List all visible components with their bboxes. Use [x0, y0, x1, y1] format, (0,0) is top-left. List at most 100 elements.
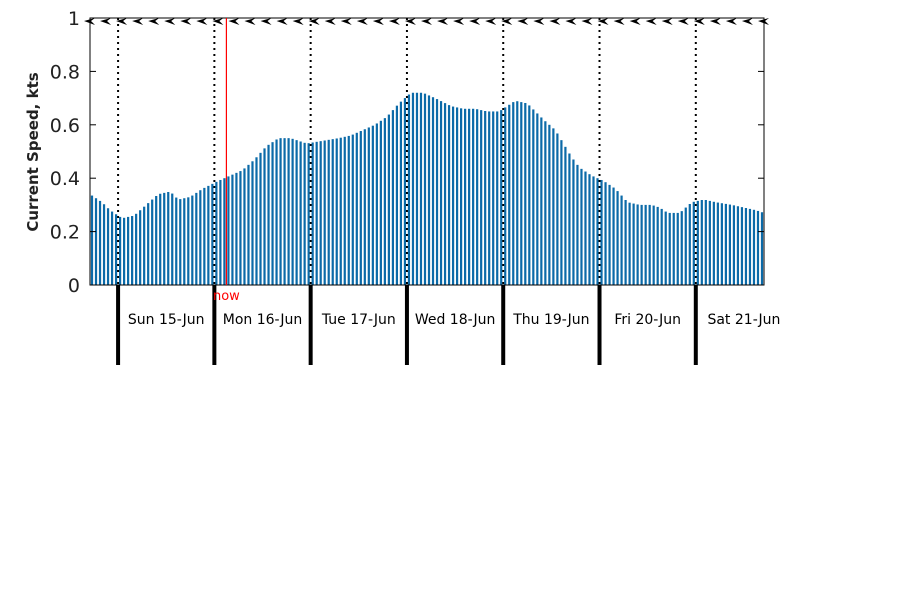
speed-bar	[215, 181, 218, 285]
direction-arrow	[741, 18, 753, 25]
direction-arrow	[404, 18, 416, 25]
speed-bar	[576, 164, 579, 285]
speed-bar	[139, 210, 142, 285]
direction-arrow	[581, 18, 593, 25]
speed-bar	[94, 198, 98, 285]
speed-bar	[644, 204, 647, 285]
direction-arrow	[421, 18, 432, 25]
direction-arrow	[517, 18, 529, 25]
speed-bar	[395, 105, 399, 285]
speed-bar	[600, 179, 603, 285]
direction-arrow	[469, 18, 481, 25]
speed-bar	[379, 120, 382, 285]
speed-bar	[431, 97, 435, 286]
speed-bar	[756, 210, 760, 285]
speed-bar	[696, 200, 699, 285]
day-label: Thu 19-Jun	[512, 312, 589, 328]
speed-bar	[371, 125, 374, 285]
direction-arrow	[388, 18, 400, 25]
speed-bar	[460, 108, 463, 285]
now-marker: now	[213, 18, 240, 304]
speed-bar	[548, 124, 551, 285]
day-label: Fri 20-Jun	[614, 312, 681, 328]
direction-arrows	[84, 18, 769, 25]
direction-arrow	[212, 18, 224, 25]
speed-bar	[114, 214, 118, 285]
direction-arrow	[613, 18, 625, 25]
speed-bar	[259, 152, 262, 285]
speed-bar	[291, 138, 294, 285]
speed-bar	[520, 102, 523, 285]
speed-bar	[159, 193, 162, 285]
direction-arrow	[725, 18, 737, 25]
speed-bar	[271, 142, 274, 285]
speed-bar	[740, 207, 744, 286]
speed-bar	[387, 114, 390, 285]
speed-bar	[331, 139, 334, 285]
y-tick-label: 0.8	[50, 61, 80, 83]
speed-bar	[175, 197, 178, 285]
speed-bar	[183, 198, 186, 285]
speed-bar	[504, 107, 507, 285]
speed-bar	[167, 192, 170, 285]
speed-bar	[568, 153, 571, 285]
speed-bar	[716, 202, 719, 285]
speed-bar	[367, 127, 370, 285]
speed-bar	[207, 185, 210, 285]
speed-bar	[110, 211, 114, 285]
speed-bar	[355, 132, 358, 285]
speed-bar	[596, 178, 599, 285]
speed-bar	[163, 192, 166, 285]
direction-arrow	[629, 18, 641, 25]
speed-bar	[235, 172, 238, 285]
direction-arrow	[244, 18, 256, 25]
speed-bar	[572, 159, 575, 285]
speed-bar	[231, 174, 234, 285]
direction-arrow	[533, 18, 545, 25]
speed-bar	[752, 209, 756, 285]
speed-bar	[307, 143, 310, 285]
day-label: Sun 15-Jun	[128, 312, 205, 328]
speed-bar	[423, 93, 427, 286]
speed-bar	[512, 102, 515, 285]
speed-bar	[255, 157, 258, 285]
direction-arrow	[677, 18, 689, 25]
speed-bar	[640, 204, 643, 285]
direction-arrow	[132, 18, 144, 25]
speed-bar	[588, 174, 591, 285]
speed-bar	[728, 204, 732, 285]
speed-bar	[195, 192, 198, 285]
speed-bar	[319, 141, 322, 285]
speed-bar	[720, 203, 723, 285]
speed-bar	[632, 203, 635, 285]
speed-bar	[102, 204, 106, 285]
speed-bar	[203, 187, 206, 285]
day-label: Sat 21-Jun	[707, 312, 780, 328]
speed-bar	[179, 199, 182, 285]
direction-arrow	[308, 18, 320, 25]
speed-bar	[275, 139, 278, 285]
direction-arrow	[549, 18, 561, 25]
speed-bar	[488, 111, 491, 285]
speed-bar	[692, 201, 695, 285]
day-label: Wed 18-Jun	[415, 312, 496, 328]
speed-bar	[684, 207, 687, 285]
speed-bar	[736, 206, 740, 285]
speed-bar	[540, 117, 543, 286]
speed-bar	[335, 138, 338, 285]
speed-bar	[628, 202, 631, 285]
speed-bar	[480, 110, 483, 285]
direction-arrow	[260, 18, 272, 25]
direction-arrow	[356, 18, 368, 25]
speed-bar	[500, 110, 503, 285]
bars-layer	[90, 92, 764, 286]
speed-bar	[247, 164, 250, 285]
speed-bar	[227, 176, 230, 285]
plot-frame	[89, 17, 765, 286]
speed-bar	[427, 95, 431, 286]
speed-bar	[451, 106, 455, 285]
now-label: now	[213, 289, 240, 304]
direction-arrow	[485, 18, 497, 25]
speed-bar	[439, 101, 443, 285]
